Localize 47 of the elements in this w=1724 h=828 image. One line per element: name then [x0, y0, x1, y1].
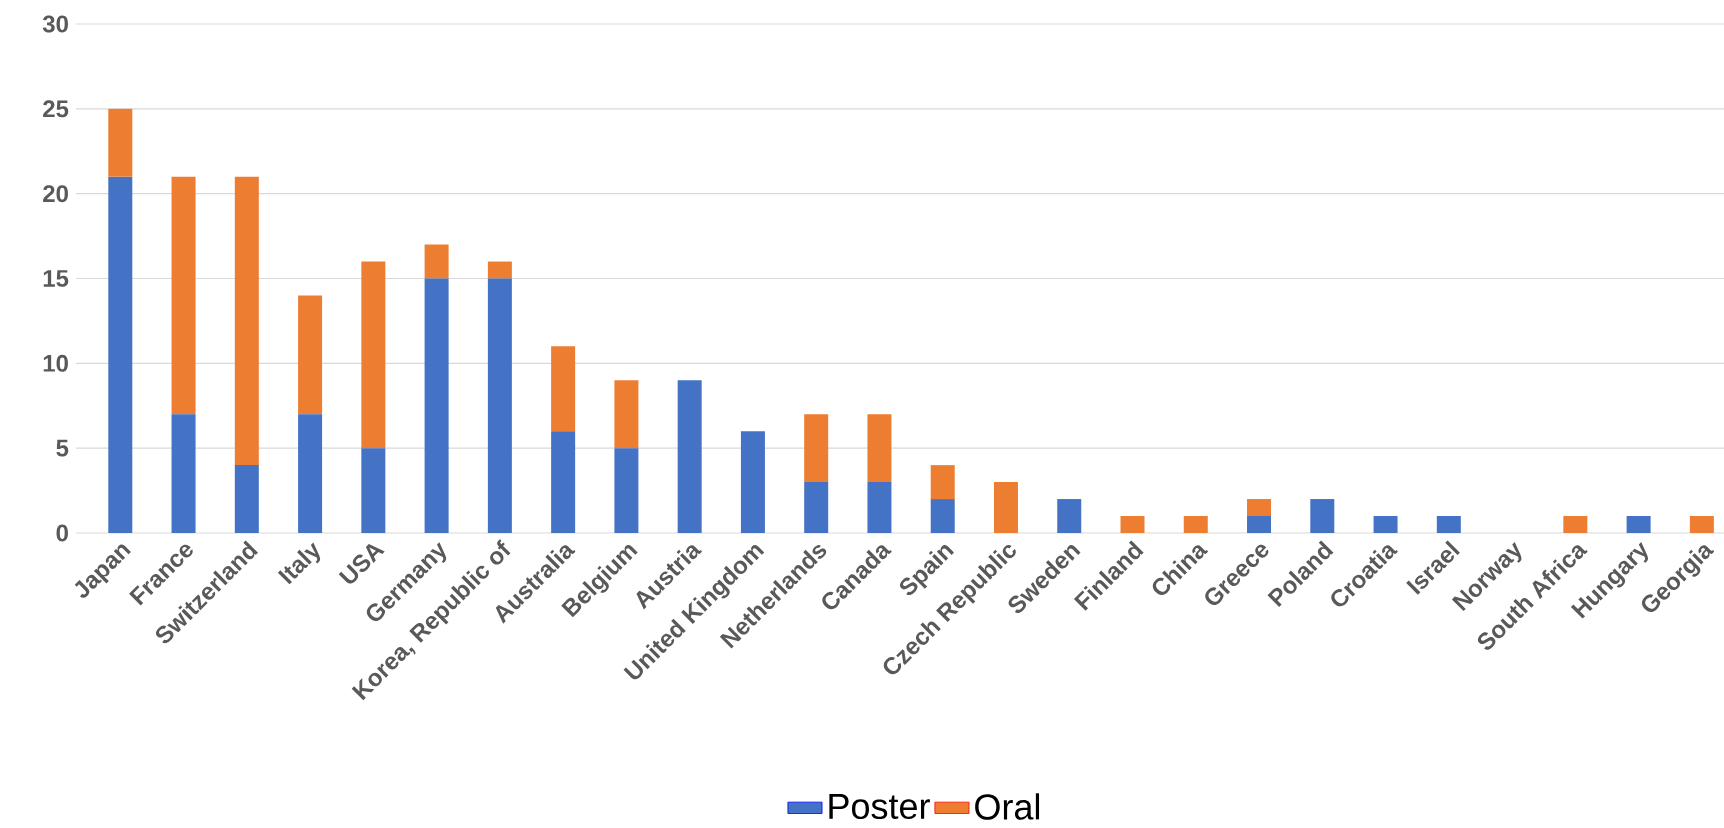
bar	[424, 278, 449, 533]
bar	[1436, 516, 1461, 533]
bar	[1120, 516, 1145, 533]
bar	[993, 482, 1018, 533]
legend-label: Poster	[829, 793, 930, 820]
bar	[298, 295, 323, 415]
bar	[677, 380, 702, 533]
bar	[487, 278, 512, 533]
bar	[1563, 516, 1588, 533]
bar	[171, 176, 196, 415]
bar	[1310, 499, 1335, 533]
bar	[867, 414, 892, 483]
y-tick-label: 30	[42, 15, 68, 33]
bar	[108, 176, 133, 533]
bar	[551, 431, 576, 533]
bar	[740, 431, 765, 533]
bar	[930, 499, 955, 533]
bar	[1057, 499, 1082, 533]
bar	[361, 261, 386, 449]
bar	[234, 465, 259, 533]
bar	[1626, 516, 1651, 533]
bar	[361, 448, 386, 533]
bar	[171, 414, 196, 533]
bar	[1183, 516, 1208, 533]
y-tick-label: 0	[56, 524, 68, 542]
bar	[424, 244, 449, 279]
bar	[108, 108, 133, 177]
y-tick-label: 5	[56, 439, 69, 457]
bar	[1247, 499, 1272, 517]
bar	[298, 414, 323, 533]
bar	[551, 346, 576, 432]
bar	[1247, 516, 1272, 533]
legend-label: Oral	[975, 793, 1040, 820]
bar	[614, 380, 639, 449]
y-tick-label: 15	[43, 270, 69, 287]
bar	[614, 448, 639, 533]
y-tick-label: 10	[43, 354, 68, 372]
bar	[930, 465, 955, 500]
bar	[1373, 516, 1398, 533]
bar	[234, 176, 259, 466]
bar	[487, 261, 512, 279]
y-tick-label: 20	[43, 185, 68, 203]
bar	[804, 482, 829, 533]
y-tick-label: 25	[43, 100, 69, 118]
bar	[1689, 516, 1714, 533]
bar	[804, 414, 829, 483]
bar	[867, 482, 892, 533]
